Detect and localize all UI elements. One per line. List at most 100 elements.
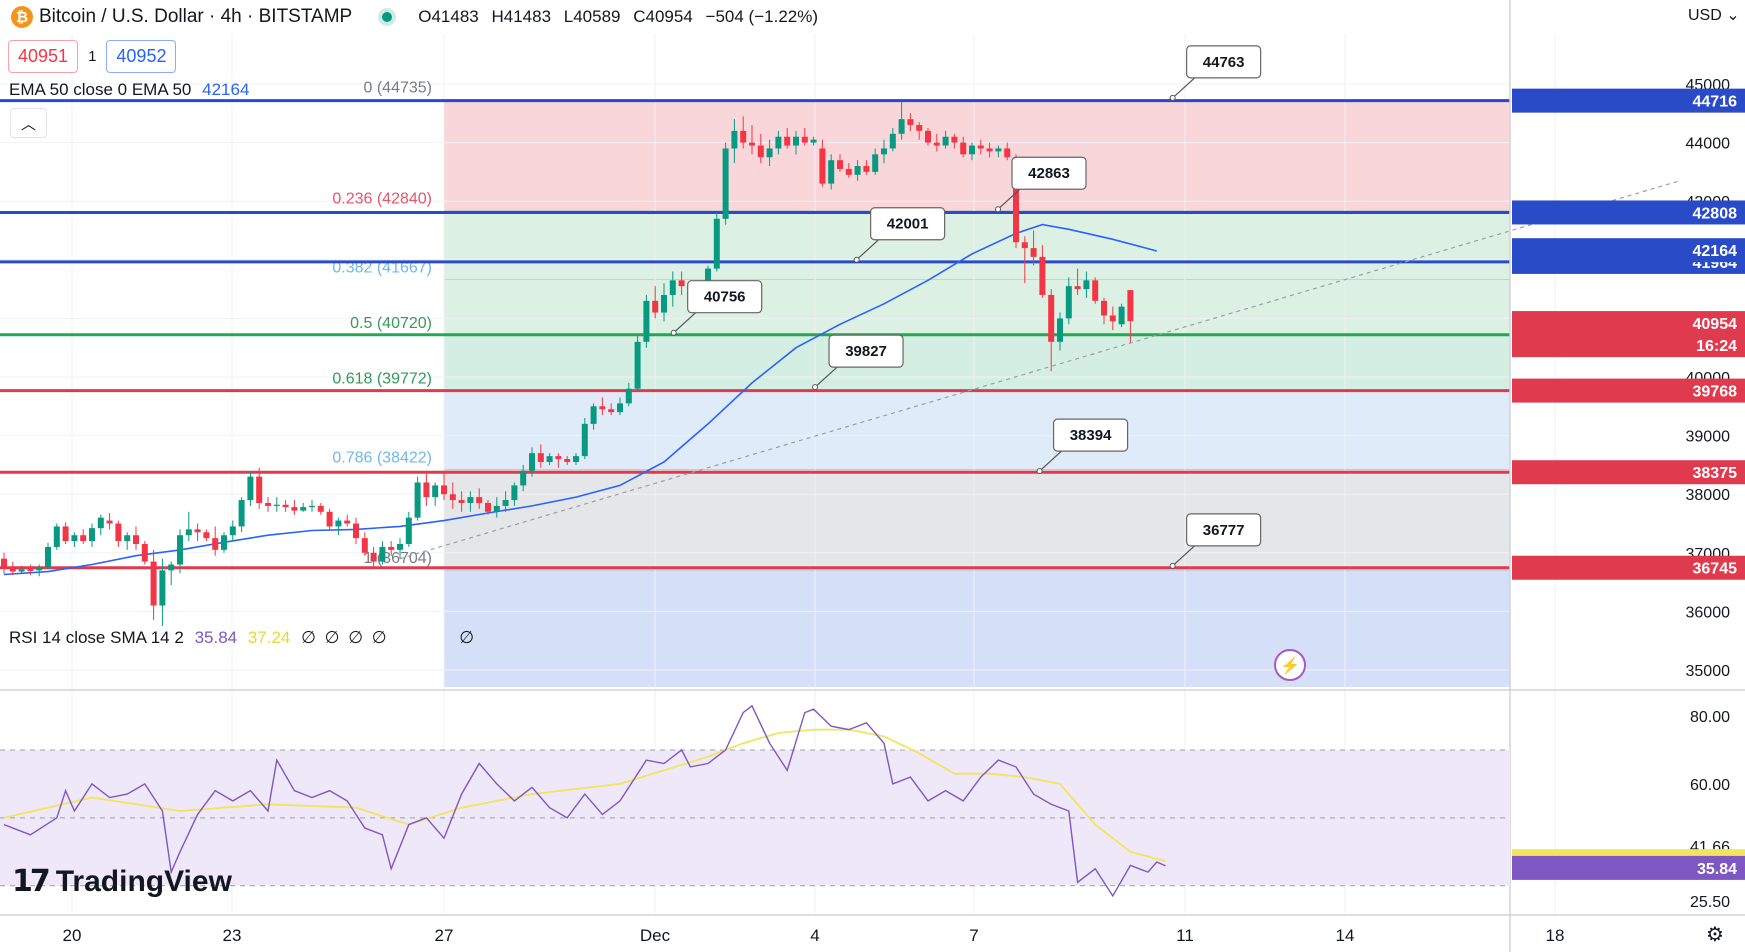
candle-body: [265, 502, 271, 506]
lightning-glyph: ⚡: [1280, 656, 1300, 675]
candle-body: [221, 535, 227, 550]
callout-pointer: [1039, 450, 1062, 472]
candle-body: [1057, 318, 1063, 342]
price-tag-countdown: 16:24: [1696, 338, 1737, 355]
candle-body: [1083, 280, 1090, 290]
rsi-legend-value: 35.84: [194, 628, 238, 647]
candle-body: [537, 453, 544, 462]
ohlc-change: −504 (−1.22%): [705, 7, 818, 26]
callout-box: [870, 207, 946, 241]
candle-body: [212, 538, 219, 550]
candle-body: [432, 485, 439, 498]
callout-box: [1011, 156, 1087, 190]
candle-body: [36, 566, 43, 571]
callout-box: [687, 280, 763, 314]
candle-body: [801, 136, 808, 143]
callout-label-40756: 40756: [704, 289, 746, 306]
callout-label-36777: 36777: [1203, 522, 1245, 539]
candle-body: [1004, 148, 1011, 158]
candle-body: [775, 136, 782, 149]
candle-body: [652, 300, 659, 313]
candle-body: [458, 500, 465, 503]
buy-price-button[interactable]: 40952: [106, 40, 177, 73]
candle-body: [793, 136, 799, 146]
candle-body: [740, 130, 747, 143]
candle-body: [713, 218, 720, 269]
ema-50-line: [3, 223, 1158, 576]
candle-body: [309, 505, 315, 508]
candle-body: [678, 280, 685, 287]
candle-body: [141, 544, 148, 562]
candle-body: [423, 482, 430, 498]
candle-body: [881, 148, 887, 155]
rsi-sma-line: [3, 728, 1166, 862]
candle-body: [511, 485, 518, 501]
candle-body: [977, 145, 984, 149]
candle-body: [27, 569, 34, 571]
candle-body: [564, 459, 571, 462]
candle-body: [837, 160, 843, 169]
trend-line: [399, 180, 1681, 560]
ema-legend[interactable]: EMA 50 close 0 EMA 50 42164: [9, 80, 249, 100]
candle-body: [617, 403, 623, 413]
candle-body: [133, 535, 139, 545]
candle-body: [89, 528, 95, 542]
candle-body: [106, 520, 113, 524]
candle-body: [335, 520, 342, 527]
rsi-legend-empty-value-last: ∅: [459, 628, 475, 647]
candle-body: [599, 406, 606, 410]
price-tag-countdown-bg: [1512, 333, 1745, 358]
settings-gear-icon[interactable]: ⚙: [1706, 924, 1724, 946]
tradingview-logo[interactable]: 17 TradingView: [12, 864, 232, 899]
price-tag-44716: 44716: [1693, 94, 1738, 111]
rsi-axis-label: 25.50: [1690, 894, 1730, 911]
candle-body: [441, 485, 447, 495]
candle-body: [256, 476, 263, 503]
price-axis-label: 39000: [1686, 429, 1731, 446]
time-axis-label: 23: [223, 926, 242, 945]
ohlc-low: L40589: [563, 7, 621, 26]
collapse-legend-button[interactable]: ︿: [10, 108, 47, 138]
symbol-title[interactable]: Bitcoin / U.S. Dollar · 4h · BITSTAMP: [39, 6, 353, 27]
candle-body: [1127, 290, 1134, 322]
candle-body: [661, 294, 667, 313]
fib-level-label: 0.236 (42840): [332, 191, 432, 208]
candle-body: [1101, 300, 1107, 316]
candle-body: [573, 456, 579, 462]
callout-anchor: [670, 329, 677, 336]
candle-body: [863, 166, 870, 172]
candle-body: [177, 535, 183, 565]
time-axis-label: 18: [1546, 926, 1565, 945]
sell-price-button[interactable]: 40951: [8, 40, 79, 73]
rsi-legend[interactable]: RSI 14 close SMA 14 2 35.84 37.24 ∅ ∅ ∅ …: [9, 628, 474, 648]
fib-level-label: 0.618 (39772): [332, 370, 432, 387]
candle-body: [185, 529, 192, 536]
currency-select[interactable]: USD ⌄: [1688, 5, 1740, 25]
callout-label-42001: 42001: [887, 216, 929, 233]
rsi-sma-legend-value: 37.24: [247, 628, 291, 647]
candle-body: [1048, 294, 1055, 342]
callout-pointer: [856, 239, 880, 261]
candle-body: [872, 154, 879, 172]
candle-body: [370, 552, 377, 562]
candle-body: [247, 476, 254, 501]
fib-zone: [444, 469, 1510, 571]
callout-label-42863: 42863: [1028, 165, 1070, 182]
price-axis-label: 36000: [1686, 604, 1731, 621]
candle-body: [749, 142, 755, 146]
candle-body: [546, 456, 553, 462]
callout-label-44763: 44763: [1203, 54, 1245, 71]
candle-body: [634, 341, 641, 389]
market-open-indicator: [382, 12, 393, 22]
candle-body: [485, 502, 491, 512]
callout-pointer: [814, 366, 838, 388]
candle-body: [273, 504, 280, 506]
price-tag-last-bg: [1512, 311, 1745, 336]
candle-body: [124, 535, 131, 542]
time-axis-label: 4: [810, 926, 819, 945]
candle-body: [1039, 256, 1046, 295]
callout-box: [1052, 418, 1129, 452]
candle-body: [1109, 315, 1116, 322]
candle-body: [238, 500, 245, 527]
